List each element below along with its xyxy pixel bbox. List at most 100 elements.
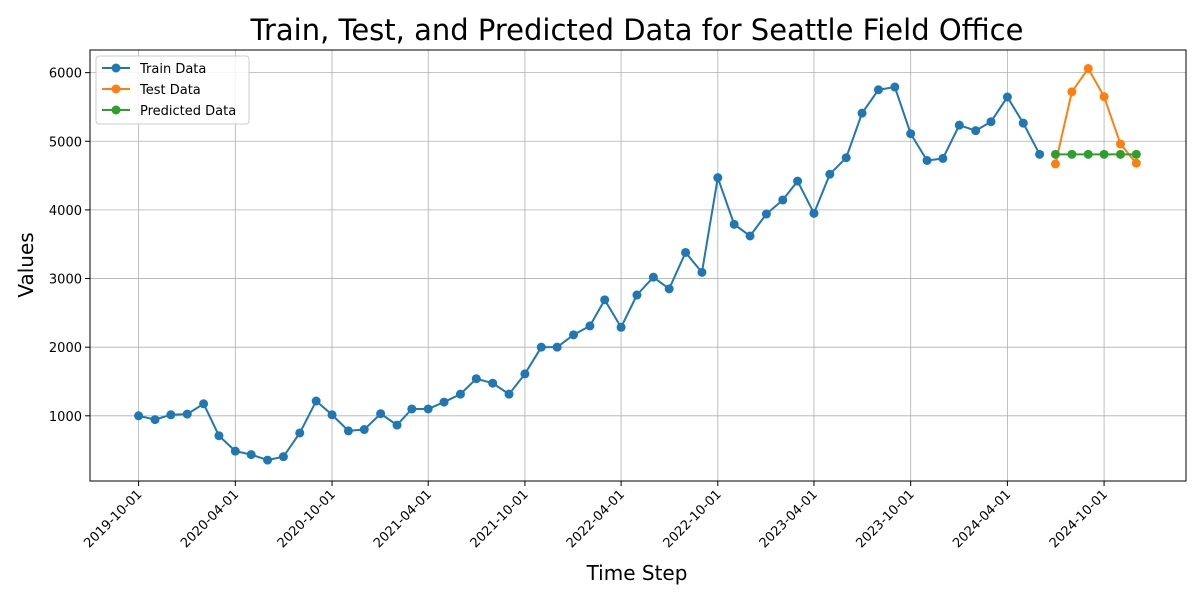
data-point: [681, 247, 691, 257]
data-point: [585, 321, 595, 331]
series-predicted-data: [1050, 149, 1141, 159]
data-point: [1115, 139, 1125, 149]
data-point: [1083, 149, 1093, 159]
data-point: [793, 176, 803, 186]
data-point: [520, 369, 530, 379]
data-point: [986, 117, 996, 127]
data-point: [1067, 87, 1077, 97]
x-tick-label: 2024-04-01: [950, 487, 1014, 551]
series-train-data: [134, 82, 1045, 465]
data-point: [392, 420, 402, 430]
legend-marker: [111, 84, 121, 94]
data-point: [971, 126, 981, 136]
data-point: [1050, 159, 1060, 169]
data-point: [809, 208, 819, 218]
data-point: [616, 322, 626, 332]
data-point: [954, 120, 964, 130]
data-point: [1131, 158, 1141, 168]
legend-marker: [111, 105, 121, 115]
y-axis-label: Values: [14, 232, 38, 297]
series-layer: [134, 64, 1141, 465]
y-axis: 1000 2000 3000 4000 5000 6000: [49, 67, 90, 425]
legend-label: Test Data: [139, 83, 201, 98]
data-point: [745, 231, 755, 241]
data-point: [471, 374, 481, 384]
data-point: [1018, 118, 1028, 128]
data-point: [536, 342, 546, 352]
y-tick-label: 2000: [49, 341, 82, 356]
data-point: [214, 431, 224, 441]
data-point: [1131, 149, 1141, 159]
data-point: [455, 389, 465, 399]
data-point: [825, 169, 835, 179]
data-point: [182, 409, 192, 419]
y-tick-label: 6000: [49, 67, 82, 82]
data-point: [1067, 149, 1077, 159]
legend-label: Predicted Data: [140, 104, 236, 119]
legend-item: Predicted Data: [102, 104, 236, 119]
x-tick-label: 2021-04-01: [371, 487, 435, 551]
data-point: [906, 129, 916, 139]
data-point: [407, 404, 417, 414]
plot-frame: [89, 49, 1187, 482]
legend: Train Data Test Data Predicted Data: [95, 55, 250, 125]
legend-marker: [111, 63, 121, 73]
data-point: [343, 426, 353, 436]
data-point: [938, 153, 948, 163]
x-tick-label: 2020-04-01: [178, 487, 242, 551]
data-point: [423, 404, 433, 414]
grid-lines: [90, 50, 1186, 481]
data-point: [713, 173, 723, 183]
legend-box: [95, 55, 250, 125]
x-tick-label: 2019-10-01: [81, 487, 145, 551]
data-point: [504, 389, 514, 399]
y-tick-label: 1000: [49, 410, 82, 425]
legend-label: Train Data: [139, 62, 206, 77]
data-point: [359, 425, 369, 435]
data-point: [1050, 149, 1060, 159]
series-line: [1054, 66, 1138, 165]
y-tick-label: 5000: [49, 135, 82, 150]
x-tick-label: 2023-10-01: [853, 487, 917, 551]
data-point: [873, 85, 883, 95]
data-point: [1099, 149, 1109, 159]
data-point: [600, 295, 610, 305]
data-point: [761, 209, 771, 219]
data-point: [890, 82, 900, 92]
chart-title: Train, Test, and Predicted Data for Seat…: [250, 13, 1024, 47]
y-tick-label: 3000: [49, 273, 82, 288]
data-point: [199, 399, 209, 409]
data-point: [697, 267, 707, 277]
data-point: [1115, 149, 1125, 159]
data-point: [263, 455, 273, 465]
data-point: [166, 410, 176, 420]
data-point: [552, 342, 562, 352]
x-tick-label: 2022-10-01: [661, 487, 725, 551]
data-point: [295, 428, 305, 438]
x-tick-label: 2023-04-01: [757, 487, 821, 551]
data-point: [246, 450, 256, 460]
data-point: [841, 153, 851, 163]
data-point: [311, 396, 321, 406]
series-line: [138, 85, 1041, 462]
data-point: [648, 272, 658, 282]
data-point: [230, 446, 240, 456]
data-point: [664, 284, 674, 294]
x-tick-label: 2022-04-01: [564, 487, 628, 551]
data-point: [488, 378, 498, 388]
legend-item: Train Data: [102, 62, 206, 77]
data-point: [778, 195, 788, 205]
data-point: [327, 410, 337, 420]
y-tick-label: 4000: [49, 204, 82, 219]
x-axis: 2019-10-01 2020-04-01 2020-10-01 2021-04-01…: [81, 481, 1111, 551]
data-point: [1035, 149, 1045, 159]
x-tick-label: 2024-10-01: [1047, 487, 1111, 551]
series-test-data: [1050, 64, 1141, 169]
data-point: [1083, 64, 1093, 74]
data-point: [922, 155, 932, 165]
data-point: [1099, 92, 1109, 102]
data-point: [439, 397, 449, 407]
data-point: [729, 219, 739, 229]
data-point: [150, 415, 160, 425]
